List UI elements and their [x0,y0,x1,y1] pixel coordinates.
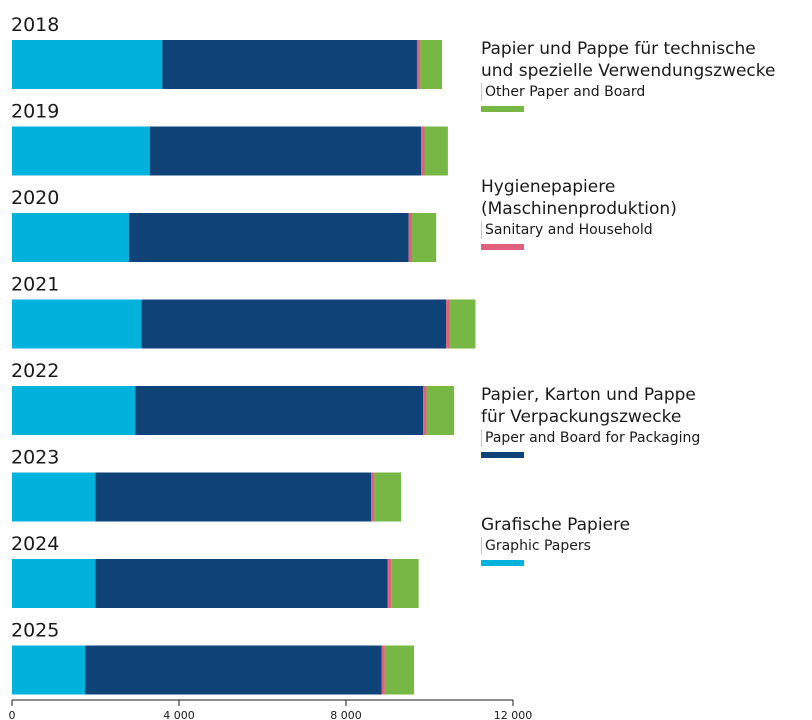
bar-segment-2022-other-paper-and-board [426,386,455,435]
legend-label-de-line1: Hygienepapiere [481,177,616,197]
legend-label-de-line2: (Maschinenproduktion) [481,199,677,219]
bar-segment-2018-paper-and-board-for-packaging [162,40,417,89]
year-label-2025: 2025 [11,620,59,642]
legend-label-en: Other Paper and Board [481,83,811,101]
bar-segment-2019-other-paper-and-board [424,126,448,176]
year-label-2018: 2018 [11,14,59,36]
legend-item-other-paper: Papier und Pappe für technische und spez… [481,38,811,112]
bar-segment-2019-sanitary-and-household [421,126,425,176]
bar-segment-2021-sanitary-and-household [446,299,450,349]
bar-segment-2025-graphic-papers [12,645,86,695]
year-label-2023: 2023 [11,447,59,469]
bar-segment-2018-sanitary-and-household [416,40,421,89]
year-label-2019: 2019 [11,101,59,123]
bar-segment-2020-graphic-papers [12,213,129,262]
legend-item-sanitary: Hygienepapiere (Maschinenproduktion) San… [481,176,811,250]
bar-segment-2025-sanitary-and-household [381,645,385,695]
bar-segment-2019-paper-and-board-for-packaging [149,126,422,176]
legend-label-en: Paper and Board for Packaging [481,429,811,447]
bar-segment-2025-paper-and-board-for-packaging [85,645,382,695]
bar-segment-2024-other-paper-and-board [391,559,419,608]
bar-segment-2021-other-paper-and-board [449,299,476,349]
bar-segment-2019-graphic-papers [12,126,150,176]
bar-segment-2022-sanitary-and-household [423,386,427,435]
bar-segment-2021-paper-and-board-for-packaging [141,299,447,349]
bar-segment-2024-paper-and-board-for-packaging [95,559,388,608]
bar-segment-2024-graphic-papers [12,559,96,608]
bar-segment-2023-graphic-papers [12,472,96,522]
legend-label-en: Sanitary and Household [481,221,811,239]
legend-label-de-line1: Papier und Pappe für technische [481,39,756,59]
legend-item-packaging: Papier, Karton und Pappe für Verpackungs… [481,384,811,458]
bar-segment-2020-sanitary-and-household [408,213,412,262]
legend-label-de: Grafische Papiere [481,514,811,536]
bar-segment-2021-graphic-papers [12,299,142,349]
legend-label-de: Hygienepapiere (Maschinenproduktion) [481,176,811,220]
legend-swatch-other [481,106,524,112]
x-axis-tick-label: 0 [9,709,16,720]
legend-item-graphic: Grafische Papiere Graphic Papers [481,514,811,566]
bar-segment-2018-graphic-papers [12,40,163,89]
x-axis-tick-label: 4 000 [163,709,195,720]
bar-segment-2023-paper-and-board-for-packaging [95,472,372,522]
bar-segment-2023-other-paper-and-board [374,472,402,522]
bar-segment-2022-paper-and-board-for-packaging [135,386,424,435]
legend-label-de: Papier, Karton und Pappe für Verpackungs… [481,384,811,428]
x-axis-tick-label: 12 000 [494,709,533,720]
year-label-2024: 2024 [11,533,59,555]
legend-label-de: Papier und Pappe für technische und spez… [481,38,811,82]
legend-label-de-line2: für Verpackungszwecke [481,407,682,427]
legend-label-en: Graphic Papers [481,537,811,555]
legend-swatch-graphic [481,560,524,566]
year-label-2022: 2022 [11,360,59,382]
bar-segment-2020-paper-and-board-for-packaging [128,213,409,262]
legend-swatch-sanitary [481,244,524,250]
x-axis-tick-label: 8 000 [330,709,362,720]
legend-label-de-line1: Papier, Karton und Pappe [481,385,696,405]
bar-segment-2025-other-paper-and-board [384,645,415,695]
bar-segment-2022-graphic-papers [12,386,136,435]
bar-segment-2024-sanitary-and-household [387,559,392,608]
bar-segment-2018-other-paper-and-board [420,40,443,89]
year-label-2021: 2021 [11,274,59,296]
year-label-2020: 2020 [11,187,59,209]
legend-label-de-line1: Grafische Papiere [481,515,631,535]
legend-swatch-packaging [481,452,524,458]
bar-segment-2023-sanitary-and-household [371,472,375,522]
legend-label-de-line2: und spezielle Verwendungszwecke [481,61,776,81]
bar-segment-2020-other-paper-and-board [411,213,437,262]
